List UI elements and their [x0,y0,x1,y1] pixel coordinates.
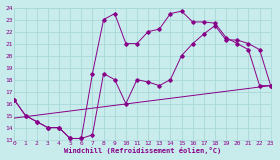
X-axis label: Windchill (Refroidissement éolien,°C): Windchill (Refroidissement éolien,°C) [64,148,221,154]
